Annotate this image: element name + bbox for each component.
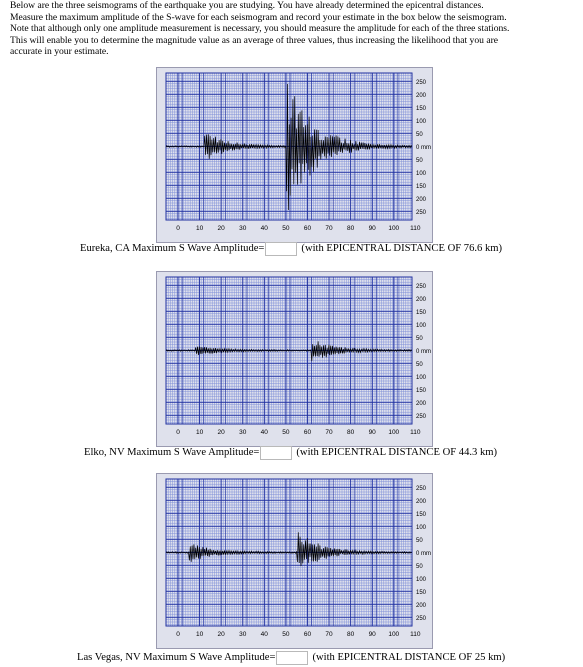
- x-tick-label: 10: [196, 225, 204, 232]
- x-tick-label: 90: [369, 225, 377, 232]
- x-tick-label: 10: [196, 631, 204, 638]
- y-tick-label: 250: [416, 210, 427, 216]
- x-tick-label: 80: [347, 429, 355, 436]
- x-tick-label: 0: [176, 225, 180, 232]
- x-tick-label: 50: [282, 631, 290, 638]
- y-tick-label: 200: [416, 499, 427, 505]
- x-tick-label: 0: [176, 429, 180, 436]
- y-tick-label: 150: [416, 388, 427, 394]
- x-tick-label: 90: [369, 631, 377, 638]
- x-tick-label: 20: [218, 429, 226, 436]
- y-tick-label: 100: [416, 119, 427, 125]
- instructions-line: This will enable you to determine the ma…: [10, 34, 499, 46]
- answer-row-elko: Elko, NV Maximum S Wave Amplitude= (with…: [84, 445, 497, 461]
- y-tick-label: 200: [416, 603, 427, 609]
- y-tick-label: 0 mm: [416, 145, 431, 151]
- y-tick-label: 200: [416, 297, 427, 303]
- x-tick-label: 110: [410, 631, 421, 638]
- y-tick-label: 200: [416, 197, 427, 203]
- epicentral-distance-text: (with EPICENTRAL DISTANCE OF 76.6 km): [301, 243, 503, 254]
- seismogram-trace: [165, 83, 413, 211]
- y-tick-label: 150: [416, 512, 427, 518]
- seismogram-las-vegas: 0 10 20 30 40 50 60 70 80 90 100 110 250 200 150 100 50 0…: [156, 473, 433, 649]
- y-tick-label: 100: [416, 525, 427, 531]
- y-tick-label: 50: [416, 538, 423, 544]
- y-tick-label: 100: [416, 577, 427, 583]
- x-tick-label: 20: [218, 225, 226, 232]
- x-tick-label: 60: [304, 429, 312, 436]
- x-tick-label: 70: [325, 631, 333, 638]
- x-tick-label: 40: [261, 429, 269, 436]
- epicentral-distance-text: (with EPICENTRAL DISTANCE OF 25 km): [312, 652, 506, 663]
- amplitude-input-elko[interactable]: [260, 446, 293, 460]
- x-tick-label: 20: [218, 631, 226, 638]
- x-tick-label: 100: [388, 429, 399, 436]
- x-tick-label: 70: [325, 429, 333, 436]
- x-tick-label: 60: [304, 225, 312, 232]
- instructions-text: Below are the three seismograms of the e…: [10, 0, 578, 58]
- x-tick-label: 80: [347, 631, 355, 638]
- instructions-line: Measure the maximum amplitude of the S-w…: [10, 11, 507, 23]
- y-tick-label: 150: [416, 310, 427, 316]
- y-tick-label: 250: [416, 284, 427, 290]
- x-tick-label: 30: [239, 225, 247, 232]
- instructions-line: Note that although only one amplitude me…: [10, 23, 510, 35]
- y-tick-label: 150: [416, 590, 427, 596]
- y-tick-label: 250: [416, 486, 427, 492]
- y-tick-label: 200: [416, 93, 427, 99]
- y-tick-label: 0 mm: [416, 349, 431, 355]
- x-tick-label: 30: [239, 631, 247, 638]
- seismogram-eureka: 0 10 20 30 40 50 60 70 80 90 100 110 250 200 150 100 50 0…: [156, 67, 433, 243]
- amplitude-input-eureka[interactable]: [265, 242, 298, 256]
- x-tick-label: 100: [388, 631, 399, 638]
- y-tick-label: 150: [416, 106, 427, 112]
- x-tick-label: 30: [239, 429, 247, 436]
- y-tick-label: 50: [416, 336, 423, 342]
- y-tick-label: 50: [416, 158, 423, 164]
- x-tick-label: 80: [347, 225, 355, 232]
- x-tick-label: 0: [176, 631, 180, 638]
- amplitude-label: Elko, NV Maximum S Wave Amplitude=: [84, 447, 260, 458]
- x-tick-label: 100: [388, 225, 399, 232]
- x-tick-label: 90: [369, 429, 377, 436]
- amplitude-input-las-vegas[interactable]: [276, 651, 309, 665]
- y-tick-label: 250: [416, 616, 427, 622]
- x-tick-label: 40: [261, 631, 269, 638]
- amplitude-label: Las Vegas, NV Maximum S Wave Amplitude=: [77, 652, 276, 663]
- y-tick-label: 150: [416, 184, 427, 190]
- instructions-line: accurate in your estimate.: [10, 46, 109, 58]
- y-tick-label: 100: [416, 323, 427, 329]
- x-tick-label: 70: [325, 225, 333, 232]
- seismogram-trace: [165, 532, 412, 567]
- y-tick-label: 100: [416, 171, 427, 177]
- x-tick-label: 40: [261, 225, 269, 232]
- x-tick-label: 10: [196, 429, 204, 436]
- instructions-line: Below are the three seismograms of the e…: [10, 0, 484, 11]
- x-tick-label: 50: [282, 225, 290, 232]
- amplitude-label: Eureka, CA Maximum S Wave Amplitude=: [80, 243, 265, 254]
- x-tick-label: 110: [410, 225, 421, 232]
- x-tick-label: 50: [282, 429, 290, 436]
- y-tick-label: 250: [416, 414, 427, 420]
- answer-row-las-vegas: Las Vegas, NV Maximum S Wave Amplitude= …: [77, 650, 505, 666]
- y-tick-label: 0 mm: [416, 551, 431, 557]
- answer-row-eureka: Eureka, CA Maximum S Wave Amplitude= (wi…: [80, 241, 502, 257]
- seismogram-trace: [165, 341, 413, 362]
- seismogram-elko: 0 10 20 30 40 50 60 70 80 90 100 110 250 200 150 100 50 0…: [156, 271, 433, 447]
- y-tick-label: 250: [416, 80, 427, 86]
- y-tick-label: 100: [416, 375, 427, 381]
- y-tick-label: 200: [416, 401, 427, 407]
- y-tick-label: 50: [416, 564, 423, 570]
- y-tick-label: 50: [416, 362, 423, 368]
- x-tick-label: 110: [410, 429, 421, 436]
- y-tick-label: 50: [416, 132, 423, 138]
- epicentral-distance-text: (with EPICENTRAL DISTANCE OF 44.3 km): [296, 447, 498, 458]
- x-tick-label: 60: [304, 631, 312, 638]
